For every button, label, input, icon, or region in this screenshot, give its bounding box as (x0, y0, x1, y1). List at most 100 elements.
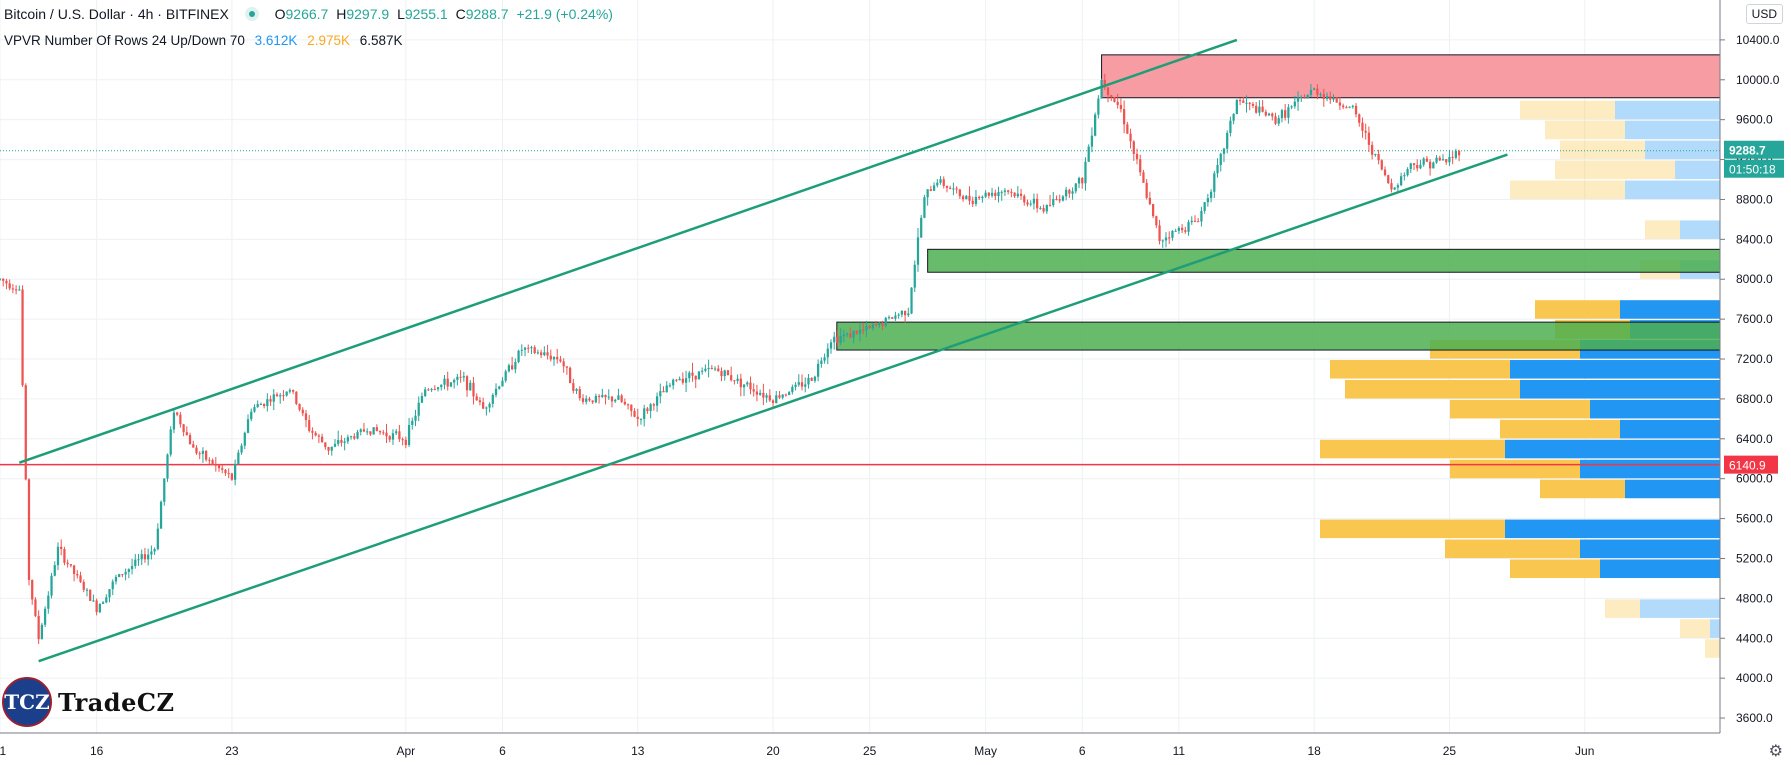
vpvr-name[interactable]: VPVR Number Of Rows 24 Up/Down 70 (4, 33, 245, 48)
candle-body (208, 459, 211, 461)
candle-body (1377, 153, 1380, 161)
candle-body (929, 189, 932, 191)
candle-body (259, 403, 263, 405)
candle-body (72, 565, 76, 574)
volume-profile-up-bar (1680, 220, 1720, 239)
candle-body (282, 395, 285, 397)
low-label: L (397, 6, 405, 22)
candle-body (820, 360, 823, 364)
candle-body (1345, 107, 1348, 109)
candle-body (1071, 191, 1074, 194)
vpvr-up-volume: 3.612K (254, 33, 298, 48)
candle-body (1045, 204, 1048, 212)
candle-body (788, 392, 791, 395)
volume-profile-down-bar (1320, 519, 1505, 539)
candle-body (974, 196, 978, 204)
candle-body (961, 196, 965, 200)
candle-body (1457, 151, 1461, 156)
candle-body (678, 378, 681, 381)
candle-body (1258, 106, 1261, 113)
candle-body (588, 398, 591, 401)
candle-body (398, 431, 401, 440)
candle-body (984, 192, 987, 197)
candle-body (192, 444, 195, 448)
price-tick-label: 8800.0 (1736, 192, 1773, 206)
candle-body (971, 200, 974, 204)
candle-body (994, 192, 997, 197)
candle-body (108, 589, 111, 598)
candle-body (118, 574, 121, 577)
candle-body (1309, 89, 1313, 95)
candle-body (1094, 114, 1097, 136)
volume-profile-down-bar (1540, 479, 1625, 499)
candle-body (536, 352, 540, 354)
candle-body (411, 420, 414, 425)
volume-profile-up-bar (1580, 459, 1720, 479)
candle-body (1168, 237, 1171, 239)
candle-body (256, 404, 259, 408)
candle-body (214, 464, 217, 466)
candle-body (1087, 146, 1090, 162)
candle-body (1213, 173, 1216, 192)
candle-body (865, 326, 868, 331)
price-tick-label: 6400.0 (1736, 432, 1773, 446)
candle-body (230, 473, 234, 480)
candle-body (498, 386, 501, 389)
candle-body (955, 188, 958, 190)
symbol-header[interactable]: Bitcoin / U.S. Dollar · 4h · BITFINEX O9… (4, 6, 617, 22)
candle-body (185, 432, 188, 436)
candle-body (797, 382, 800, 385)
price-tick-label: 8400.0 (1736, 232, 1773, 246)
candle-body (804, 384, 807, 387)
candle-body (301, 409, 304, 414)
candle-body (839, 336, 842, 343)
last-price-badge (1724, 140, 1784, 159)
vpvr-legend[interactable]: VPVR Number Of Rows 24 Up/Down 70 3.612K… (4, 33, 403, 48)
candle-body (817, 363, 820, 377)
candle-body (784, 394, 788, 396)
candle-body (253, 407, 256, 412)
candle-body (1171, 230, 1174, 238)
candle-body (887, 317, 891, 319)
candle-body (156, 528, 159, 550)
candle-body (800, 382, 804, 387)
candle-body (1367, 132, 1371, 145)
currency-badge[interactable]: USD (1745, 4, 1783, 24)
candle-body (127, 569, 130, 572)
candle-body (511, 365, 514, 370)
candle-body (18, 289, 21, 291)
candle-body (50, 575, 53, 596)
candle-body (79, 575, 82, 582)
candle-body (717, 368, 720, 372)
candle-body (1113, 97, 1116, 102)
volume-profile-up-bar (1505, 439, 1720, 459)
candle-body (691, 372, 694, 376)
gear-icon[interactable]: ⚙ (1768, 743, 1783, 760)
candle-body (1332, 97, 1335, 100)
candle-body (607, 396, 610, 398)
candle-body (610, 396, 614, 402)
candle-body (1132, 141, 1135, 154)
candle-body (759, 392, 762, 395)
candle-body (1445, 159, 1448, 163)
candle-body (63, 549, 66, 563)
candle-body (730, 375, 733, 381)
volume-profile-down-bar (1680, 619, 1710, 638)
symbol-title[interactable]: Bitcoin / U.S. Dollar · 4h · BITFINEX (4, 6, 229, 22)
candle-body (227, 473, 230, 475)
candle-body (205, 450, 208, 460)
price-tick-label: 4800.0 (1736, 591, 1773, 605)
time-tick-label: Jun (1575, 744, 1594, 758)
volume-profile-up-bar (1510, 360, 1720, 379)
candle-body (1197, 221, 1200, 223)
volume-profile-up-bar (1625, 479, 1720, 499)
candle-body (304, 413, 308, 421)
candle-body (182, 424, 185, 433)
candle-body (932, 185, 936, 191)
candle-body (626, 404, 630, 406)
candle-body (121, 574, 124, 576)
candle-body (201, 450, 205, 454)
candle-body (916, 237, 920, 265)
zone-support-lower (836, 321, 1721, 351)
